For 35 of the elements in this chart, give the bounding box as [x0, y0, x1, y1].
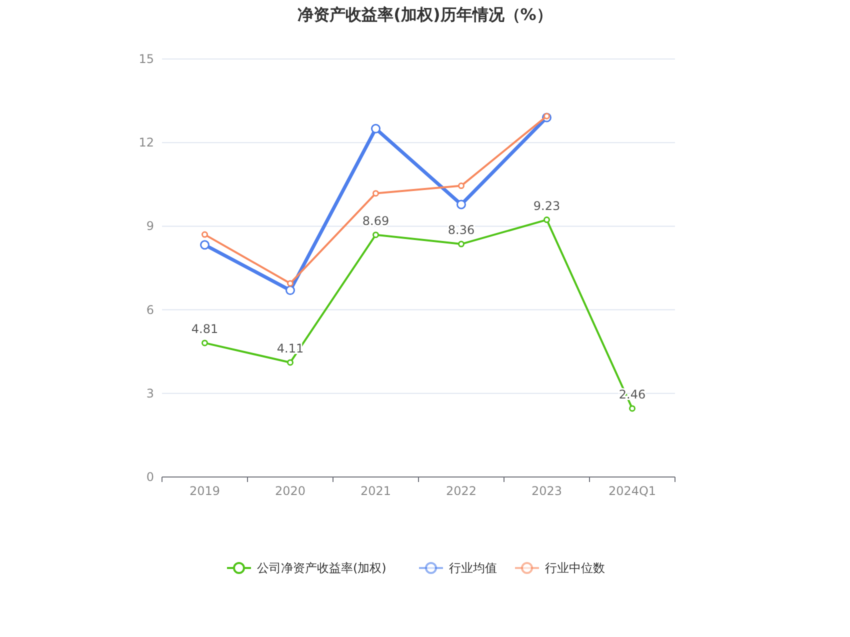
x-tick-label: 2023 — [531, 484, 562, 498]
point — [458, 182, 464, 190]
point — [202, 340, 208, 346]
legend-label: 公司净资产收益率(加权) — [257, 561, 386, 575]
x-tick-label: 2024Q1 — [608, 484, 656, 498]
x-tick-label: 2022 — [446, 484, 477, 498]
legend-label: 行业均值 — [449, 561, 497, 575]
legend-label: 行业中位数 — [545, 561, 605, 575]
point — [372, 232, 379, 238]
point — [456, 200, 466, 210]
x-tick-label: 2020 — [274, 484, 306, 498]
point — [200, 240, 210, 250]
point — [287, 359, 294, 366]
y-tick-label: 15 — [138, 52, 154, 66]
point — [629, 405, 636, 412]
point — [544, 216, 550, 224]
data-label: 4.81 — [191, 322, 218, 336]
data-label: 8.36 — [448, 223, 475, 238]
x-tick-label: 2019 — [189, 484, 220, 498]
point — [286, 286, 295, 296]
data-label: 8.69 — [362, 214, 390, 228]
y-tick-label: 0 — [146, 470, 154, 484]
point — [372, 190, 379, 197]
y-tick-label: 12 — [138, 136, 154, 150]
data-label: 9.23 — [533, 198, 560, 213]
y-tick-label: 9 — [146, 219, 154, 234]
point — [458, 240, 464, 248]
title: 净资产收益率(加权)历年情况（%） — [298, 5, 552, 24]
y-tick-label: 6 — [146, 302, 154, 317]
x-tick-label: 2021 — [360, 484, 392, 498]
point — [287, 280, 294, 287]
point — [371, 124, 380, 134]
point — [202, 231, 208, 238]
y-tick-label: 3 — [146, 386, 154, 400]
point — [544, 112, 550, 120]
